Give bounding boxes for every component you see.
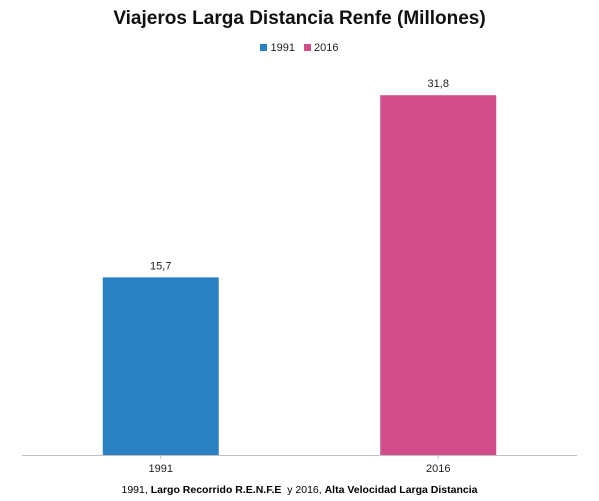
chart-title: Viajeros Larga Distancia Renfe (Millones… xyxy=(113,8,486,29)
legend-item-2016: 2016 xyxy=(304,42,339,54)
footnote-part-3: y 2016, xyxy=(281,484,325,496)
data-label-2016: 31,8 xyxy=(428,78,449,90)
footnote-part-4: Alta Velocidad Larga Distancia xyxy=(324,484,478,496)
legend-label-1991: 1991 xyxy=(270,42,295,54)
footnote-part-1: 1991, xyxy=(121,484,151,496)
legend-label-2016: 2016 xyxy=(314,42,339,54)
chart-footnote: 1991, Largo Recorrido R.E.N.F.E y 2016, … xyxy=(0,484,599,496)
x-tick-label-1991: 1991 xyxy=(149,463,173,475)
bar-1991 xyxy=(102,277,219,455)
legend-item-1991: 1991 xyxy=(260,42,295,54)
legend-swatch-2016 xyxy=(304,44,312,51)
bar-2016 xyxy=(380,95,497,455)
legend-swatch-1991 xyxy=(260,44,268,51)
data-label-1991: 15,7 xyxy=(150,260,171,272)
x-tick-label-2016: 2016 xyxy=(426,463,450,475)
footnote-part-2: Largo Recorrido R.E.N.F.E xyxy=(150,484,282,496)
chart-legend: 1991 2016 xyxy=(0,42,599,54)
